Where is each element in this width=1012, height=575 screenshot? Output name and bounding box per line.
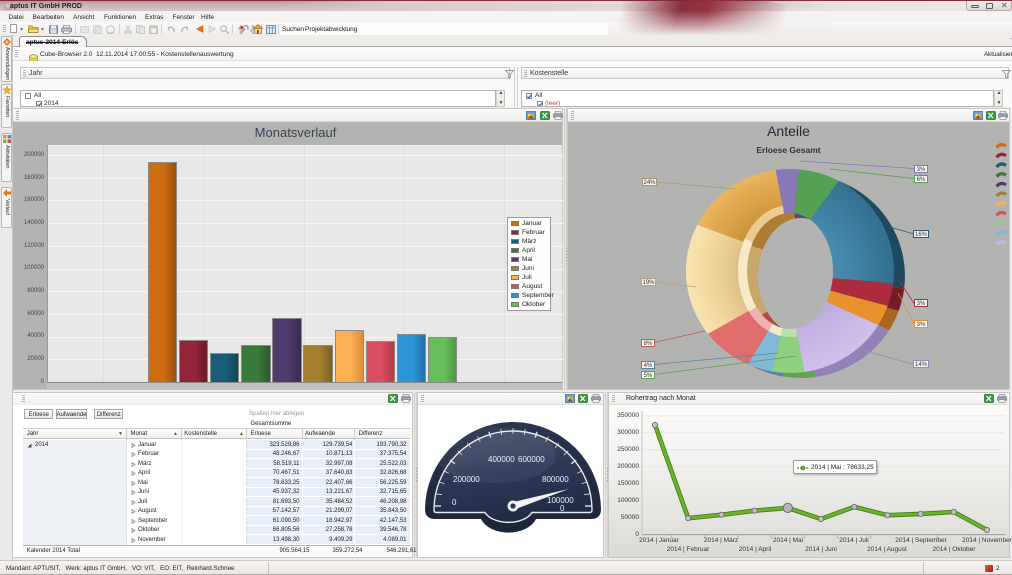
- svg-text:100000: 100000: [547, 496, 574, 505]
- svg-text:0: 0: [452, 498, 457, 507]
- svg-text:200000: 200000: [453, 475, 480, 484]
- svg-text:0: 0: [560, 504, 565, 513]
- svg-text:600000: 600000: [518, 455, 545, 464]
- svg-text:400000: 400000: [488, 455, 515, 464]
- svg-text:800000: 800000: [542, 475, 569, 484]
